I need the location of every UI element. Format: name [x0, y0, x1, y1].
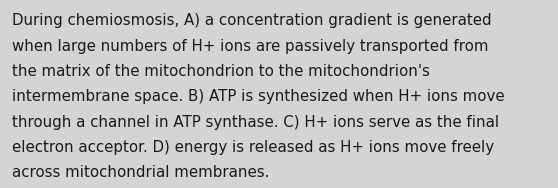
- Text: when large numbers of H+ ions are passively transported from: when large numbers of H+ ions are passiv…: [12, 39, 489, 54]
- Text: across mitochondrial membranes.: across mitochondrial membranes.: [12, 165, 270, 180]
- Text: the matrix of the mitochondrion to the mitochondrion's: the matrix of the mitochondrion to the m…: [12, 64, 430, 79]
- Text: intermembrane space. B) ATP is synthesized when H+ ions move: intermembrane space. B) ATP is synthesiz…: [12, 89, 505, 104]
- Text: During chemiosmosis, A) a concentration gradient is generated: During chemiosmosis, A) a concentration …: [12, 13, 492, 28]
- Text: electron acceptor. D) energy is released as H+ ions move freely: electron acceptor. D) energy is released…: [12, 140, 494, 155]
- Text: through a channel in ATP synthase. C) H+ ions serve as the final: through a channel in ATP synthase. C) H+…: [12, 115, 499, 130]
